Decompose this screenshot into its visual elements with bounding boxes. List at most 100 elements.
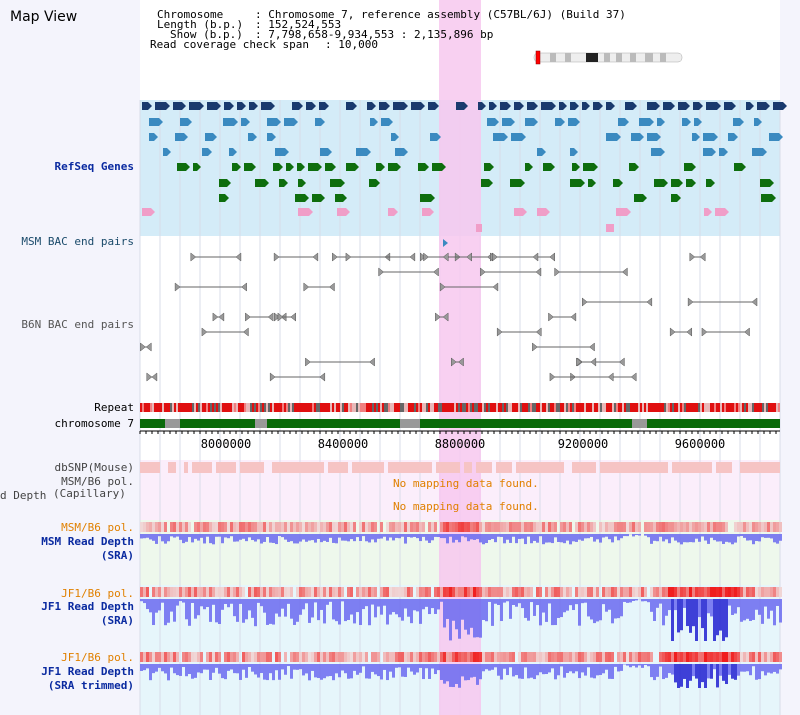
polymorphism-bin bbox=[428, 522, 431, 532]
read-depth-bar bbox=[527, 534, 530, 537]
repeat-element bbox=[664, 403, 666, 412]
polymorphism-bin bbox=[710, 587, 713, 597]
polymorphism-bin bbox=[143, 652, 146, 662]
gene-arrow bbox=[633, 102, 637, 110]
polymorphism-bin bbox=[587, 522, 590, 532]
track-label-msm-pol-1[interactable]: MSM/B6 pol. bbox=[61, 475, 134, 488]
read-depth-bar bbox=[194, 534, 197, 539]
polymorphism-bin bbox=[182, 522, 185, 532]
polymorphism-bin bbox=[479, 522, 482, 532]
bac-end-marker bbox=[618, 357, 625, 367]
track-label-jf1-depth[interactable]: JF1 Read Depth bbox=[41, 600, 134, 613]
polymorphism-bin bbox=[341, 522, 344, 532]
gene-block bbox=[570, 148, 574, 156]
gene-arrow bbox=[341, 179, 345, 187]
polymorphism-bin bbox=[737, 587, 740, 597]
polymorphism-bin bbox=[197, 652, 200, 662]
axis-tick-label: 8000000 bbox=[200, 437, 252, 451]
polymorphism-bin bbox=[287, 587, 290, 597]
read-depth-bar bbox=[413, 534, 416, 537]
bac-end-marker bbox=[548, 312, 554, 322]
track-label-dbsnp[interactable]: dbSNP(Mouse) bbox=[54, 461, 134, 474]
polymorphism-bin bbox=[545, 522, 548, 532]
repeat-element bbox=[686, 403, 688, 412]
read-depth-bar bbox=[773, 664, 776, 672]
gene-block bbox=[308, 163, 318, 171]
polymorphism-bin bbox=[278, 587, 281, 597]
polymorphism-bin bbox=[197, 522, 200, 532]
read-depth-bar bbox=[305, 534, 308, 542]
ideogram-position-marker bbox=[535, 50, 541, 65]
track-label-repeat[interactable]: Repeat bbox=[94, 401, 134, 414]
bac-end-marker bbox=[687, 297, 694, 307]
bac-end-marker bbox=[496, 327, 503, 337]
repeat-element bbox=[166, 403, 168, 412]
snp-bin bbox=[624, 462, 628, 473]
read-depth-bar bbox=[323, 599, 326, 624]
polymorphism-bin bbox=[257, 652, 260, 662]
snp-bin bbox=[204, 462, 208, 473]
read-depth-bar bbox=[335, 599, 338, 622]
read-depth-bar bbox=[320, 664, 323, 680]
polymorphism-bin bbox=[206, 522, 209, 532]
read-depth-bar bbox=[203, 599, 206, 610]
track-label-msm-bac[interactable]: MSM BAC end pairs bbox=[21, 235, 134, 248]
read-depth-bar bbox=[746, 534, 749, 541]
read-depth-bar bbox=[299, 599, 302, 615]
read-depth-bar bbox=[551, 664, 554, 669]
track-label-jf1-pol-1[interactable]: JF1/B6 pol. bbox=[61, 587, 134, 600]
polymorphism-bin bbox=[371, 587, 374, 597]
gene-arrow bbox=[294, 118, 298, 126]
read-depth-bar bbox=[650, 534, 653, 544]
repeat-element bbox=[446, 403, 448, 412]
read-depth-bar bbox=[512, 534, 515, 537]
repeat-element bbox=[682, 403, 684, 412]
snp-bin bbox=[696, 462, 700, 473]
read-depth-bar bbox=[482, 599, 485, 620]
track-label-jf1-depth2[interactable]: JF1 Read Depth bbox=[41, 665, 134, 678]
read-depth-bar bbox=[350, 534, 353, 540]
snp-bin bbox=[748, 462, 752, 473]
repeat-element bbox=[656, 403, 658, 412]
polymorphism-bin bbox=[377, 652, 380, 662]
read-depth-bar bbox=[707, 664, 710, 679]
read-depth-bar bbox=[542, 599, 545, 613]
track-label-chromosome[interactable]: chromosome 7 bbox=[54, 417, 134, 430]
polymorphism-bin bbox=[707, 652, 710, 662]
track-label-refseq[interactable]: RefSeq Genes bbox=[54, 160, 134, 173]
repeat-element bbox=[578, 403, 580, 412]
track-label-read-depth-cap[interactable]: d Depth (Capillary) bbox=[0, 487, 126, 502]
track-label-jf1-pol-2[interactable]: JF1/B6 pol. bbox=[61, 651, 134, 664]
repeat-element bbox=[216, 403, 218, 412]
track-label-msm-pol-2[interactable]: MSM/B6 pol. bbox=[61, 521, 134, 534]
polymorphism-bin bbox=[299, 587, 302, 597]
polymorphism-bin bbox=[149, 522, 152, 532]
polymorphism-bin bbox=[566, 587, 569, 597]
polymorphism-bin bbox=[254, 522, 257, 532]
polymorphism-bin bbox=[245, 652, 248, 662]
gene-arrow bbox=[699, 102, 703, 110]
read-depth-bar bbox=[482, 664, 485, 672]
gene-block bbox=[541, 102, 552, 110]
read-depth-bar bbox=[755, 664, 758, 680]
read-depth-bar bbox=[356, 664, 359, 675]
read-depth-bar bbox=[185, 534, 188, 542]
repeat-element bbox=[142, 403, 144, 412]
read-depth-bar bbox=[425, 599, 428, 607]
polymorphism-bin bbox=[671, 522, 674, 532]
read-depth-bar bbox=[509, 664, 512, 668]
polymorphism-bin bbox=[677, 587, 680, 597]
bac-end-marker bbox=[409, 252, 416, 262]
gene-block bbox=[411, 102, 421, 110]
track-label-b6n-bac[interactable]: B6N BAC end pairs bbox=[21, 318, 134, 331]
polymorphism-bin bbox=[152, 522, 155, 532]
gene-arrow bbox=[770, 179, 774, 187]
track-label-msm-depth[interactable]: MSM Read Depth bbox=[41, 535, 134, 548]
repeat-element bbox=[294, 403, 296, 412]
read-depth-bar bbox=[713, 664, 716, 670]
read-depth-bar bbox=[269, 534, 272, 543]
read-depth-bar bbox=[410, 534, 413, 538]
read-depth-bar bbox=[314, 534, 317, 543]
polymorphism-bin bbox=[470, 652, 473, 662]
read-depth-bar bbox=[440, 534, 443, 539]
